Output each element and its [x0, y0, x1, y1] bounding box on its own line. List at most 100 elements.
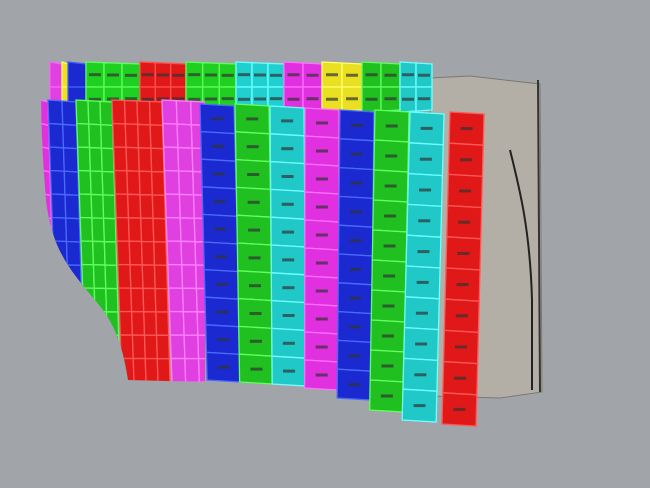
panel — [162, 122, 179, 149]
panel-tag — [249, 339, 262, 343]
panel — [61, 100, 78, 127]
panel — [127, 217, 143, 243]
panel-tag — [211, 117, 224, 121]
panel — [161, 99, 178, 125]
panel — [88, 146, 103, 173]
panel-tag — [221, 73, 234, 77]
panel — [90, 193, 105, 219]
wall-edge — [509, 149, 533, 390]
panel — [100, 147, 115, 173]
panel-tag — [416, 280, 429, 284]
panel-tag — [281, 175, 294, 178]
panel-tag — [382, 304, 395, 308]
panel — [131, 334, 146, 360]
panel — [175, 99, 193, 126]
panel-tag — [281, 230, 294, 234]
panel — [143, 311, 158, 336]
panel-tag — [326, 73, 338, 77]
panel-tag — [385, 154, 398, 158]
panel-tag — [350, 123, 363, 127]
panel-tag — [246, 145, 259, 149]
panel — [99, 100, 114, 127]
panel-tag — [254, 73, 266, 77]
panel-tag — [282, 286, 295, 290]
panel-tag — [306, 73, 319, 77]
panel-tag — [326, 97, 338, 101]
panel — [195, 264, 205, 290]
panel-tag — [172, 97, 185, 101]
panel — [137, 123, 152, 149]
panel-tag — [346, 97, 358, 101]
panel-tag — [283, 369, 296, 373]
panel-tag — [402, 97, 414, 101]
panel — [165, 216, 182, 242]
panel — [48, 146, 65, 172]
panel-tag — [349, 296, 362, 300]
panel — [150, 147, 165, 173]
panel-tag — [350, 152, 363, 156]
panel-tag — [125, 97, 137, 101]
panel-tag — [89, 97, 101, 101]
panel — [115, 216, 130, 242]
panel — [178, 193, 195, 219]
panel-tag — [346, 73, 358, 77]
panel — [117, 287, 133, 313]
panel-tag — [221, 97, 234, 101]
panel-tag — [383, 244, 396, 248]
panel — [112, 122, 127, 149]
panel — [184, 357, 201, 382]
panel — [114, 193, 130, 219]
panel — [140, 217, 155, 243]
panel-tag — [456, 283, 469, 287]
panel-tag — [205, 97, 217, 101]
panel — [102, 217, 117, 243]
front-panels — [199, 103, 485, 427]
panel — [176, 123, 193, 149]
panel-tag — [415, 311, 428, 315]
panel-tag — [365, 97, 378, 101]
panel-tag — [457, 251, 470, 255]
panel — [80, 240, 95, 266]
panel-tag — [349, 267, 362, 271]
panel — [78, 193, 93, 219]
panel-tag — [315, 261, 328, 265]
panel — [183, 334, 200, 360]
panel-tag — [157, 73, 169, 77]
panel-tag — [214, 227, 227, 231]
panel — [154, 287, 169, 313]
panel — [169, 334, 186, 360]
panel — [181, 264, 198, 290]
panel-tag — [282, 258, 295, 262]
panel-tag — [249, 312, 262, 315]
panel-tag — [287, 97, 300, 101]
panel-tag — [459, 189, 471, 193]
panel-tag — [238, 73, 250, 77]
panel-tag — [107, 97, 119, 101]
panel-tag — [349, 239, 362, 243]
panel — [79, 216, 94, 243]
wall-edge — [537, 79, 541, 393]
panel-tag — [460, 127, 473, 131]
panel — [143, 334, 158, 360]
back-panels — [49, 61, 433, 113]
panel — [87, 99, 102, 126]
panel — [153, 241, 168, 266]
panel — [112, 146, 128, 172]
panel-tag — [248, 256, 261, 260]
panel — [139, 193, 154, 220]
panel — [197, 334, 205, 360]
panel — [105, 287, 119, 313]
panel-tag — [214, 255, 227, 259]
panel-tag — [107, 73, 119, 77]
panel-tag — [381, 364, 394, 368]
panel-tag — [350, 210, 362, 214]
panel — [128, 240, 143, 266]
panel — [150, 170, 166, 197]
panel-tag — [270, 73, 282, 77]
panel — [47, 99, 64, 126]
panel-tag — [89, 73, 101, 77]
panel — [49, 169, 66, 196]
panel-tag — [250, 367, 263, 371]
panel — [179, 217, 196, 243]
